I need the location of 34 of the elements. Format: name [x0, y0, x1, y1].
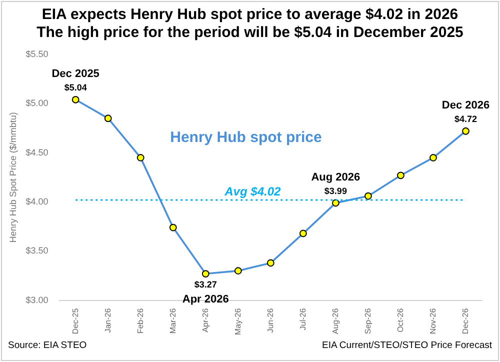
- series-label: Henry Hub spot price: [170, 128, 322, 146]
- x-tick-label: Jun-26: [266, 308, 275, 333]
- y-tick-label: $3.00: [26, 294, 48, 305]
- annotation: Dec 2025: [52, 68, 100, 80]
- ref-line-label: Avg $4.02: [224, 184, 281, 198]
- annotation: Aug 2026: [311, 171, 360, 184]
- x-tick-label: Jul-26: [298, 308, 308, 330]
- x-tick-label: Jan-26: [103, 308, 112, 333]
- y-axis-title: Henry Hub Spot Price ($/mmbtu): [8, 112, 18, 243]
- y-tick-label: $4.00: [26, 196, 48, 206]
- x-tick-label: Oct-26: [396, 308, 405, 332]
- y-tick-label: $5.00: [26, 98, 48, 108]
- x-tick-label: May-26: [233, 308, 242, 336]
- text: EIA Current/STEO/STEO Price Forecast: [322, 340, 492, 351]
- data-label: $5.04: [64, 82, 87, 93]
- x-tick-label: Sep-26: [363, 308, 372, 334]
- y-tick-label: $4.50: [26, 147, 48, 158]
- x-tick-label: Dec-25: [70, 308, 80, 334]
- data-label: $4.72: [454, 114, 478, 124]
- chart-subtitle: The high price for the period will be $5.04 in December 2025: [36, 24, 464, 41]
- y-tick-label: $5.50: [26, 48, 48, 59]
- x-tick-label: Apr-26: [200, 308, 210, 332]
- chart-title: EIA expects Henry Hub spot price to average $4.02 in 2026: [40, 6, 460, 23]
- annotation: Dec 2026: [442, 100, 490, 112]
- x-tick-label: Mar-26: [168, 308, 178, 334]
- x-tick-label: Dec-26: [460, 308, 470, 334]
- data-label: $3.99: [324, 186, 347, 196]
- data-label: $3.27: [194, 280, 217, 290]
- y-tick-label: $3.50: [26, 246, 48, 256]
- x-tick-label: Nov-26: [428, 308, 438, 334]
- source-note: Source: EIA STEO: [8, 340, 87, 351]
- x-tick-label: Aug-26: [330, 308, 340, 334]
- annotation: Apr 2026: [182, 293, 229, 306]
- x-tick-label: Feb-26: [136, 308, 145, 334]
